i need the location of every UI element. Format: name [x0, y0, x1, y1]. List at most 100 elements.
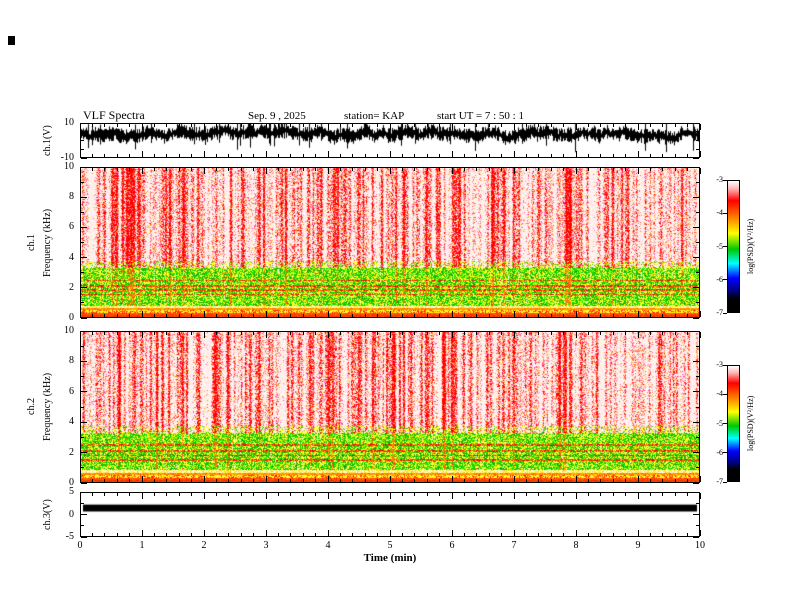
- y-tick: [693, 452, 699, 454]
- x-tick: [153, 168, 155, 171]
- colorbar-tick-label: -3: [716, 175, 723, 184]
- x-tick: [414, 332, 416, 335]
- x-tick: [476, 479, 478, 482]
- x-tick: [290, 154, 292, 157]
- x-tick: [166, 332, 168, 335]
- x-tick: [215, 124, 217, 127]
- x-tick: [153, 332, 155, 335]
- x-tick: [426, 479, 428, 482]
- x-tick: [674, 168, 676, 171]
- x-tick: [129, 479, 131, 482]
- x-tick: [414, 314, 416, 317]
- x-tick: [215, 332, 217, 335]
- x-tick: [277, 154, 279, 157]
- x-tick: [625, 332, 627, 335]
- y-tick: [693, 482, 699, 484]
- x-tick: [178, 332, 180, 335]
- y-tick-label: 2: [69, 446, 74, 458]
- x-tick: [166, 533, 168, 536]
- x-tick: [352, 332, 354, 335]
- ch3-level-panel: [80, 492, 700, 537]
- x-tick: [488, 154, 490, 157]
- y-tick-label: 5: [69, 486, 74, 497]
- x-tick: [612, 479, 614, 482]
- x-tick: [625, 154, 627, 157]
- y-tick-label: 10: [64, 117, 74, 128]
- x-tick: [600, 479, 602, 482]
- x-tick: [451, 530, 453, 536]
- x-tick: [439, 154, 441, 157]
- x-tick: [327, 530, 329, 536]
- y-tick: [81, 391, 87, 393]
- x-tick: [587, 154, 589, 157]
- y-tick: [696, 376, 699, 378]
- x-tick: [401, 332, 403, 335]
- x-tick: [550, 493, 552, 496]
- x-tick: [91, 533, 93, 536]
- ch2-spectrogram-panel: [80, 331, 700, 483]
- x-tick: [476, 124, 478, 127]
- x-tick: [352, 533, 354, 536]
- x-tick: [364, 154, 366, 157]
- x-tick: [377, 479, 379, 482]
- x-tick: [203, 476, 205, 482]
- x-tick: [228, 168, 230, 171]
- x-tick: [414, 533, 416, 536]
- colorbar-tick-label: -6: [716, 274, 723, 284]
- y-tick: [81, 196, 87, 198]
- x-tick: [315, 493, 317, 496]
- x-tick: [587, 168, 589, 171]
- x-tick: [277, 314, 279, 317]
- x-tick: [116, 533, 118, 536]
- x-tick: [625, 168, 627, 171]
- y-tick: [696, 140, 699, 141]
- x-tick: [600, 332, 602, 335]
- x-tick: [525, 479, 527, 482]
- x-tick: [129, 332, 131, 335]
- x-tick: [637, 476, 639, 482]
- x-tick: [389, 124, 391, 130]
- y-tick: [693, 330, 699, 332]
- x-tick: [525, 154, 527, 157]
- x-tick: [501, 154, 503, 157]
- x-tick: [451, 476, 453, 482]
- x-tick: [290, 332, 292, 335]
- x-tick: [141, 530, 143, 536]
- x-tick: [240, 533, 242, 536]
- y-tick: [81, 157, 87, 159]
- x-tick: [488, 493, 490, 496]
- x-tick: [153, 154, 155, 157]
- x-tick: [662, 168, 664, 171]
- x-tick: [662, 479, 664, 482]
- x-tick: [563, 124, 565, 127]
- x-tick: [649, 168, 651, 171]
- x-tick: [463, 168, 465, 171]
- x-tick: [687, 154, 689, 157]
- x-tick: [203, 311, 205, 317]
- x-tick: [191, 479, 193, 482]
- x-tick: [364, 168, 366, 171]
- x-tick: [153, 479, 155, 482]
- x-tick: [637, 332, 639, 338]
- x-tick: [104, 168, 106, 171]
- y-tick: [693, 421, 699, 423]
- x-tick: [290, 479, 292, 482]
- x-tick: [79, 168, 81, 174]
- x-tick: [191, 332, 193, 335]
- start-ut-label: start UT = 7 : 50 : 1: [437, 110, 524, 122]
- x-tick: [91, 124, 93, 127]
- x-tick: [563, 314, 565, 317]
- x-tick: [215, 533, 217, 536]
- x-tick: [178, 154, 180, 157]
- x-tick: [191, 124, 193, 127]
- x-tick: [104, 533, 106, 536]
- x-tick: [191, 493, 193, 496]
- x-tick: [265, 493, 267, 499]
- x-tick: [550, 533, 552, 536]
- x-tick: [302, 124, 304, 127]
- x-tick: [563, 168, 565, 171]
- x-tick: [228, 493, 230, 496]
- x-tick: [215, 493, 217, 496]
- ch2-channel-axis-label: ch.2: [26, 398, 37, 416]
- x-tick: [315, 154, 317, 157]
